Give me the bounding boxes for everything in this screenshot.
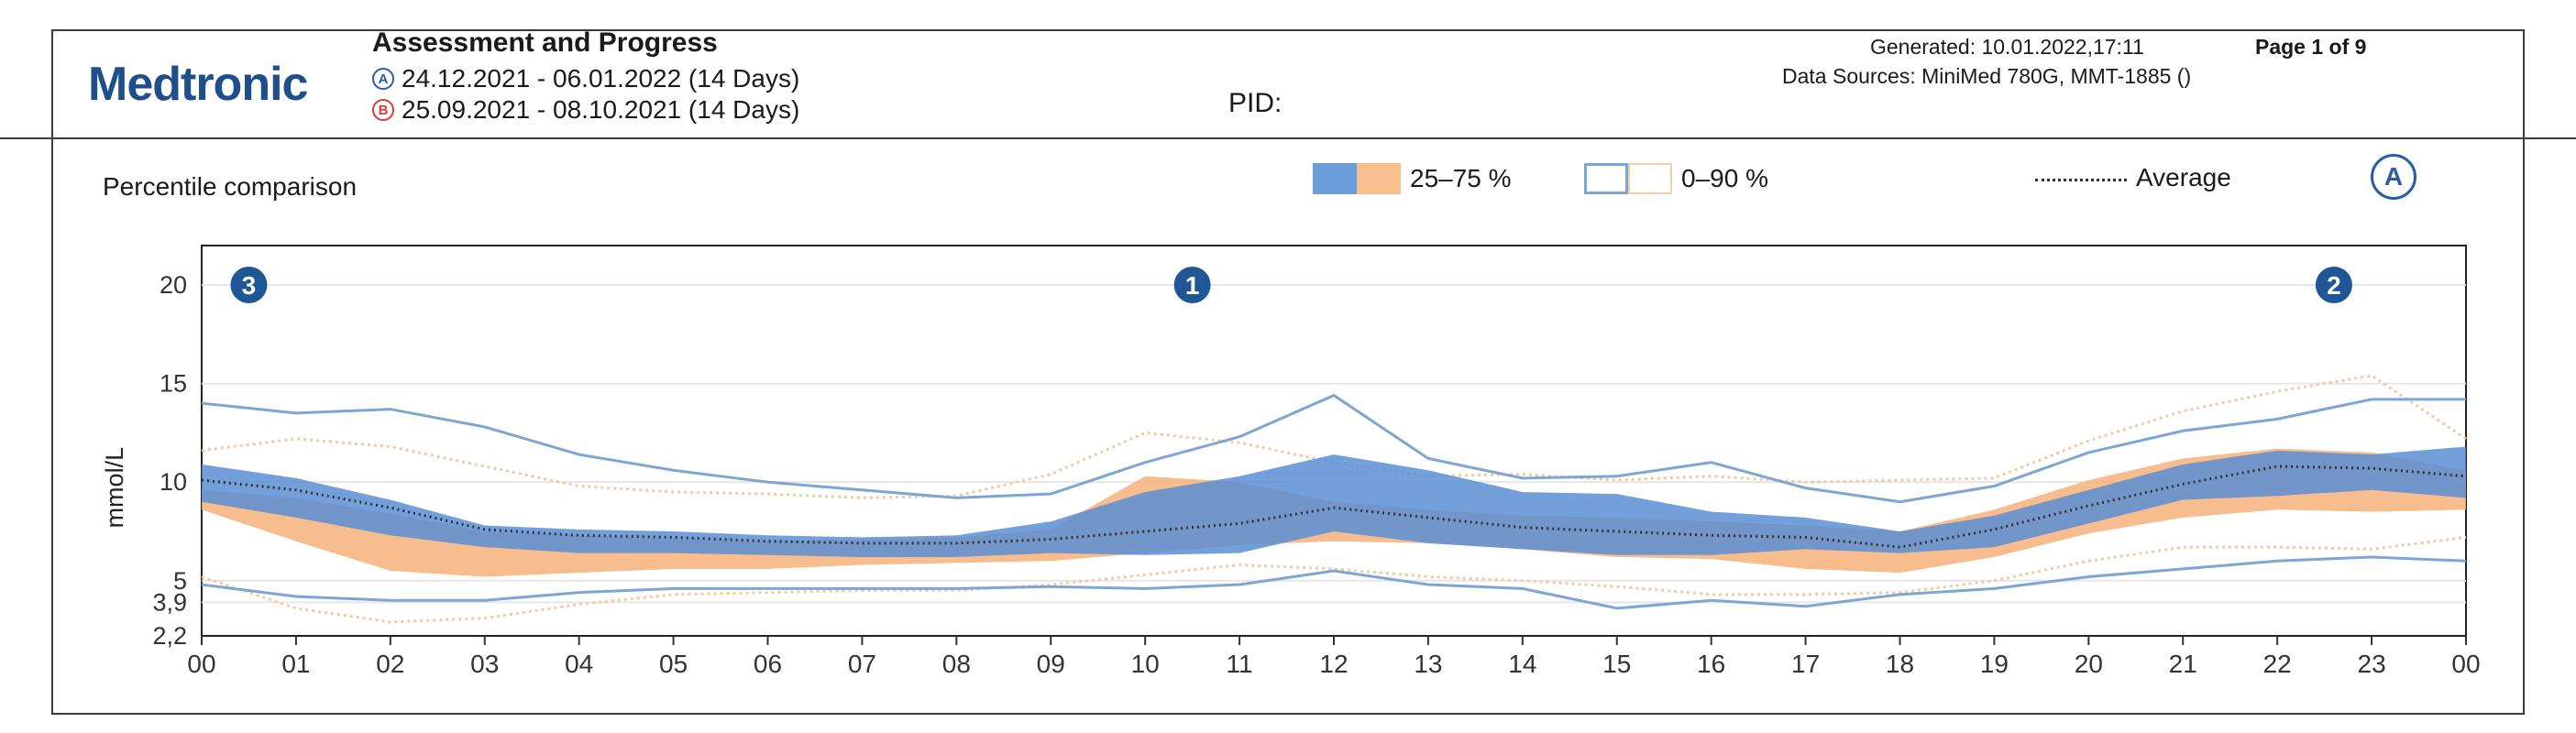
x-tick-label: 04 [565,650,593,678]
legend-range-label: 0–90 % [1681,164,1768,192]
legend-average-label: Average [2136,163,2231,191]
x-tick-label: 23 [2358,650,2386,678]
x-tick-label: 10 [1131,650,1160,678]
marker-label: 2 [2327,271,2341,300]
medtronic-logo: Medtronic [88,58,308,111]
chart-subtitle: Percentile comparison [103,172,358,201]
marker-1-icon: 1 [1173,267,1211,304]
period-a-marker-icon: A [2371,154,2416,200]
x-tick-label: 03 [470,650,499,678]
y-tick-label: 20 [160,271,187,299]
legend-swatch-b-iqr [1357,163,1401,194]
x-tick-label: 02 [376,650,404,678]
marker-2-icon: 2 [2315,267,2352,304]
x-tick-label: 09 [1037,650,1065,678]
x-tick-label: 11 [1227,650,1253,678]
legend-swatch-a-iqr [1313,163,1357,194]
header-divider [0,137,2576,139]
average-line [201,465,2467,549]
marker-label: 1 [1185,271,1200,300]
y-axis-label: mmol/L [101,447,128,529]
marker-3-icon: 3 [230,267,268,304]
x-tick-label: 05 [659,650,688,678]
plot-frame [201,245,2467,637]
marker-label: 3 [242,271,257,300]
legend-swatch-a-range [1584,163,1628,194]
x-tick-label: 00 [2451,650,2480,678]
data-sources: Data Sources: MiniMed 780G, MMT-1885 () [1782,64,2192,88]
date-range-b: B 25.09.2021 - 08.10.2021 (14 Days) [372,95,799,125]
x-tick-label: 01 [281,650,310,678]
series-a-p90-line [201,393,2466,504]
x-tick-label: 12 [1319,650,1348,678]
x-tick-label: 18 [1886,650,1914,678]
marker-circle [1173,267,1211,304]
y-tick-label: 15 [160,370,187,398]
date-range-a-text: 24.12.2021 - 06.01.2022 (14 Days) [402,64,800,93]
x-tick-label: 14 [1508,650,1536,678]
legend-iqr-label: 25–75 % [1410,164,1512,192]
legend-average-line [2035,178,2127,181]
y-tick-label: 5 [173,567,187,595]
x-tick-label: 21 [2169,650,2197,678]
page-number: Page 1 of 9 [2255,35,2367,59]
period-a-badge-icon: A [372,68,394,90]
x-tick-label: 08 [942,650,971,678]
x-tick-label: 00 [187,650,215,678]
marker-circle [2315,267,2352,304]
x-tick-label: 06 [754,650,782,678]
series-b-p0-line [201,535,2467,624]
x-tick-label: 16 [1697,650,1725,678]
period-b-badge-icon: B [372,99,394,121]
x-tick-label: 07 [848,650,876,678]
date-range-a: A 24.12.2021 - 06.01.2022 (14 Days) [372,64,799,93]
x-tick-label: 22 [2263,650,2292,678]
date-range-b-text: 25.09.2021 - 08.10.2021 (14 Days) [402,95,800,124]
report-title: Assessment and Progress [372,27,718,58]
x-tick-label: 15 [1602,650,1631,678]
legend-average: Average [2035,163,2231,192]
y-tick-label: 3,9 [152,588,187,616]
x-tick-label: 20 [2075,650,2103,678]
generated-timestamp: Generated: 10.01.2022,17:11 [1870,35,2144,59]
x-tick-label: 13 [1414,650,1442,678]
x-tick-label: 17 [1791,650,1820,678]
series-a-p0-line [201,555,2467,610]
series-a-iqr-band [202,446,2466,557]
y-tick-label: 2,2 [152,622,187,650]
legend-iqr: 25–75 % [1313,163,1512,194]
pid-label: PID: [1228,88,1282,118]
legend-swatch-b-range [1628,163,1672,194]
legend-range: 0–90 % [1584,163,1768,194]
y-tick-label: 10 [160,468,187,496]
marker-circle [230,267,268,304]
x-tick-label: 19 [1980,650,2009,678]
